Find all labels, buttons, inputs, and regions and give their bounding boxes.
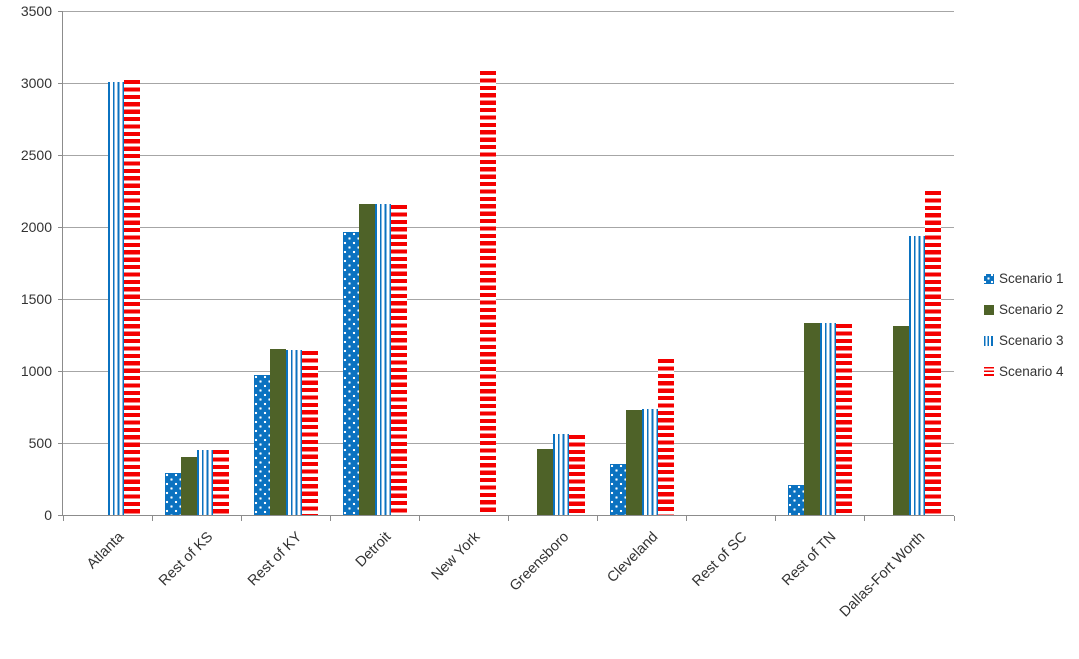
x-tick-mark [864,516,866,521]
x-tick-mark [151,516,153,521]
bar-scenario-3 [196,450,213,515]
bar-scenario-1 [342,232,359,515]
bar-scenario-3 [909,236,926,515]
x-axis-line [62,515,954,516]
y-tick-label: 1000 [20,363,52,379]
bar-scenario-2 [537,449,554,515]
x-tick-mark [953,516,955,521]
x-tick-mark [418,516,420,521]
legend-swatch-hstripes-icon [984,366,994,377]
legend-swatch-vstripes-icon [984,335,994,346]
y-tick-label: 2000 [20,219,52,235]
bar-scenario-4 [658,358,675,515]
y-tick-label: 3500 [20,3,52,19]
y-tick-mark [58,442,63,444]
bar-scenario-4 [212,450,229,515]
legend-item: Scenario 1 [984,271,1064,286]
x-tick-mark [686,516,688,521]
y-tick-mark [58,82,63,84]
x-tick-mark [508,516,509,521]
x-tick-mark [775,516,777,521]
x-tick-mark [62,516,64,521]
bar-scenario-4 [479,70,496,515]
bar-scenario-4 [569,435,586,515]
bar-scenario-3 [820,323,837,515]
y-tick-mark [58,370,63,372]
bar-scenario-1 [610,463,627,515]
y-tick-mark [58,298,63,300]
gridline [63,226,954,228]
legend-label: Scenario 1 [999,271,1064,286]
x-tick-mark [240,516,242,521]
y-tick-label: 1500 [20,291,52,307]
legend-item: Scenario 4 [984,364,1064,379]
bar-scenario-2 [804,323,821,515]
gridline [63,370,954,372]
bar-scenario-2 [893,326,910,515]
y-tick-mark [58,10,63,12]
bar-scenario-1 [253,375,270,515]
legend-item: Scenario 3 [984,333,1064,348]
bar-scenario-4 [925,191,942,515]
gridline [63,82,954,84]
gridline [63,442,954,444]
legend-label: Scenario 4 [999,364,1064,379]
legend-label: Scenario 2 [999,302,1064,317]
y-tick-label: 0 [44,507,52,523]
bar-scenario-3 [107,82,124,515]
bar-scenario-3 [553,434,570,515]
bar-scenario-1 [164,473,181,515]
y-tick-mark [58,226,63,228]
gridline [63,298,954,300]
bar-scenario-2 [626,409,643,515]
y-tick-mark [58,154,63,156]
bar-scenario-2 [358,203,375,515]
y-tick-label: 3000 [20,75,52,91]
y-tick-label: 2500 [20,147,52,163]
bar-scenario-2 [180,457,197,515]
x-tick-mark [329,516,331,521]
legend-label: Scenario 3 [999,333,1064,348]
legend-item: Scenario 2 [984,302,1064,317]
bar-scenario-4 [836,324,853,515]
bar-scenario-4 [123,80,140,515]
legend: Scenario 1 Scenario 2 Scenario 3 Scenario 4 [984,271,1064,395]
y-tick-label: 500 [28,435,52,451]
y-tick-mark [58,514,63,516]
bar-scenario-3 [285,350,302,515]
legend-swatch-solid-icon [984,304,994,315]
bar-scenario-2 [269,349,286,515]
legend-swatch-dots-icon [984,273,994,284]
y-axis-line [62,11,63,516]
gridline [63,10,954,12]
bar-scenario-3 [642,409,659,515]
bar-scenario-3 [374,203,391,515]
x-tick-mark [597,516,599,521]
bar-scenario-4 [390,205,407,515]
gridline [63,154,954,156]
bar-scenario-1 [788,485,805,515]
bar-scenario-4 [301,350,318,515]
